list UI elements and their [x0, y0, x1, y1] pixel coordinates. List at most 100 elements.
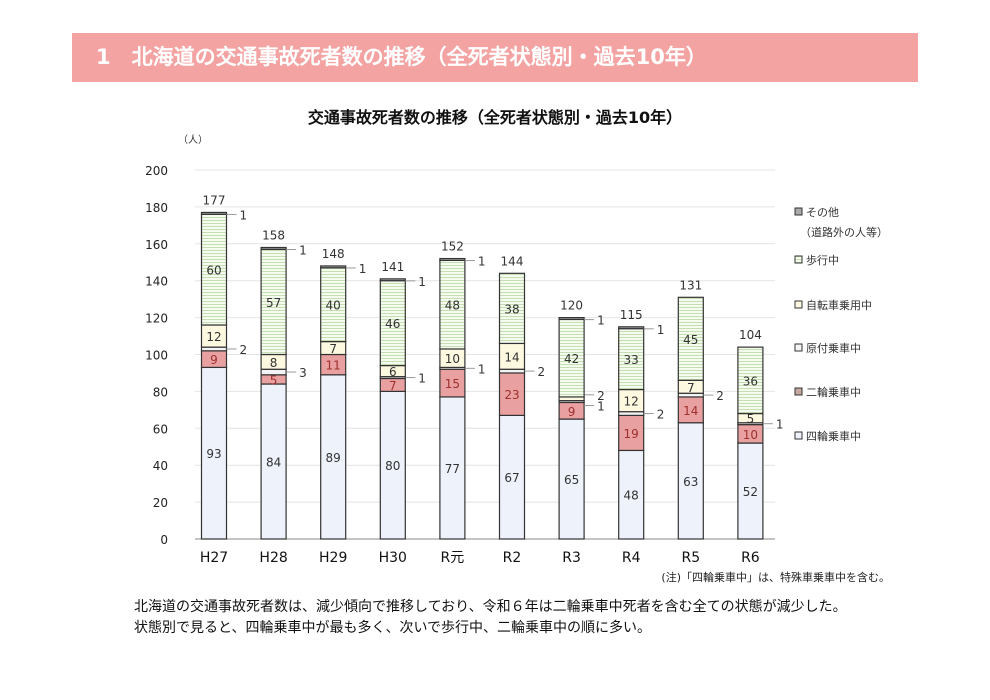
x-tick-label: H29 — [319, 550, 347, 566]
bar-segment-四輪乗車中 — [379, 390, 406, 540]
y-tick-label: 140 — [145, 275, 168, 289]
data-label: 19 — [624, 427, 639, 441]
data-label: 60 — [206, 264, 221, 278]
data-label: 10 — [743, 428, 758, 442]
data-label: 8 — [270, 356, 278, 370]
data-label: 77 — [445, 462, 460, 476]
x-tick-label: R元 — [441, 550, 465, 566]
data-label: 1 — [776, 418, 784, 432]
legend-swatch — [794, 343, 803, 352]
y-tick-label: 80 — [153, 385, 168, 399]
data-label: 10 — [445, 352, 460, 366]
data-label: 1 — [240, 208, 248, 222]
bar-segment-二輪乗車中 — [618, 414, 645, 452]
bar-segment-その他 — [320, 265, 347, 269]
total-label: 158 — [262, 228, 285, 242]
bar-segment-四輪乗車中 — [618, 449, 645, 540]
data-label: 12 — [206, 330, 221, 344]
legend-item: その他 — [806, 206, 839, 219]
legend-swatch — [794, 207, 803, 216]
data-label: 9 — [568, 405, 576, 419]
data-label: 46 — [385, 317, 400, 331]
bar-segment-四輪乗車中 — [677, 422, 704, 540]
data-label: 3 — [299, 366, 307, 380]
legend-swatch — [794, 431, 803, 440]
data-label: 93 — [206, 447, 221, 461]
y-tick-label: 20 — [153, 496, 168, 510]
data-label: 7 — [329, 342, 337, 356]
data-label: 1 — [478, 255, 486, 269]
data-label: 63 — [683, 475, 698, 489]
data-label: 80 — [385, 459, 400, 473]
data-label: 7 — [389, 379, 397, 393]
bar-segment-自転車乗用中 — [498, 342, 526, 370]
y-tick-label: 180 — [145, 201, 168, 215]
data-label: 1 — [418, 372, 426, 386]
x-tick-label: H28 — [259, 550, 287, 566]
legend-swatch — [794, 255, 803, 264]
data-label: 15 — [445, 377, 460, 391]
data-label: 2 — [657, 408, 665, 422]
total-label: 141 — [381, 260, 404, 274]
legend-item: 原付乗車中 — [806, 341, 861, 355]
data-label: 67 — [504, 471, 519, 485]
x-tick-label: R6 — [741, 550, 760, 566]
bar-segment-歩行中 — [558, 318, 585, 398]
data-label: 36 — [743, 374, 758, 388]
bar-segment-歩行中 — [498, 272, 526, 345]
legend-swatch — [794, 300, 803, 309]
bar-segment-歩行中 — [677, 296, 704, 381]
x-tick-label: R4 — [622, 550, 641, 566]
total-label: 144 — [501, 254, 524, 268]
data-label: 14 — [683, 404, 698, 418]
bar-segment-歩行中 — [320, 267, 347, 343]
data-label: 23 — [504, 388, 519, 402]
bar-segment-歩行中 — [737, 346, 764, 415]
section-header: 1 北海道の交通事故死者数の推移（全死者状態別・過去10年） — [72, 33, 918, 82]
y-tick-label: 0 — [160, 533, 168, 547]
data-label: 48 — [445, 299, 460, 313]
legend-item: 二輪乗車中 — [806, 385, 861, 399]
y-tick-label: 60 — [153, 422, 168, 436]
data-label: 57 — [266, 296, 281, 310]
bar-segment-その他 — [260, 246, 287, 250]
legend-item: 自転車乗用中 — [806, 298, 872, 312]
data-label: 1 — [299, 243, 307, 257]
bar-segment-歩行中 — [618, 328, 645, 391]
data-label: 5 — [747, 412, 755, 426]
total-label: 120 — [560, 299, 583, 313]
x-tick-label: R3 — [562, 550, 581, 566]
data-label: 42 — [564, 352, 579, 366]
y-tick-label: 160 — [145, 238, 168, 252]
x-tick-label: R2 — [503, 550, 522, 566]
data-label: 1 — [359, 262, 367, 276]
x-tick-label: H30 — [379, 550, 407, 566]
legend-item: （道路外の人等） — [800, 225, 888, 239]
total-label: 177 — [203, 193, 226, 207]
bar-segment-その他 — [379, 278, 406, 282]
x-tick-label: R5 — [681, 550, 700, 566]
data-label: 33 — [624, 353, 639, 367]
data-label: 2 — [716, 389, 724, 403]
paragraph: 北海道の交通事故死者数は、減少傾向で推移しており、令和６年は二輪乗車中死者を含む… — [134, 599, 847, 615]
y-tick-label: 100 — [145, 349, 168, 363]
x-tick-label: H27 — [200, 550, 228, 566]
data-label: 6 — [389, 365, 397, 379]
total-label: 152 — [441, 240, 464, 254]
data-label: 38 — [504, 302, 519, 316]
data-label: 12 — [624, 395, 639, 409]
data-label: 2 — [597, 389, 605, 403]
data-label: 9 — [210, 353, 218, 367]
total-label: 115 — [620, 308, 643, 322]
data-label: 11 — [326, 359, 341, 373]
data-label: 2 — [240, 343, 248, 357]
legend-item: 四輪乗車中 — [806, 429, 861, 443]
body-text: 北海道の交通事故死者数は、減少傾向で推移しており、令和６年は二輪乗車中死者を含む… — [120, 597, 890, 639]
bar-segment-四輪乗車中 — [737, 442, 764, 540]
data-label: 1 — [597, 400, 605, 414]
total-label: 104 — [739, 328, 762, 342]
data-label: 7 — [687, 381, 695, 395]
bar-segment-その他 — [618, 326, 645, 330]
data-label: 65 — [564, 473, 579, 487]
